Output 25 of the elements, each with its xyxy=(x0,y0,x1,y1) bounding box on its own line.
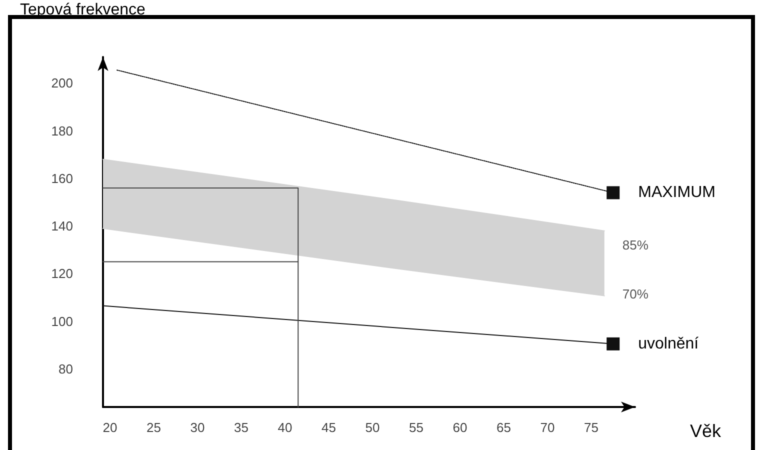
series-label: uvolnění xyxy=(638,335,700,352)
y-tick-label: 120 xyxy=(51,266,73,282)
y-tick-label: 200 xyxy=(51,76,73,91)
y-axis-title: Tepová frekvence xyxy=(20,2,146,18)
x-tick-label: 75 xyxy=(584,420,598,435)
x-tick-label: 60 xyxy=(452,420,468,435)
x-tick-label: 35 xyxy=(234,420,248,435)
series-label: 70% xyxy=(622,286,649,302)
x-tick-label: 45 xyxy=(322,420,336,435)
x-tick-label: 25 xyxy=(146,420,161,435)
x-tick-label: 30 xyxy=(190,420,205,435)
x-axis-title: Věk xyxy=(690,421,722,441)
series-label: 85% xyxy=(622,237,649,252)
y-tick-label: 100 xyxy=(51,314,73,329)
series-label: MAXIMUM xyxy=(638,184,716,202)
y-tick-label: 160 xyxy=(51,170,73,186)
x-tick-label: 40 xyxy=(278,420,292,435)
x-tick-label: 50 xyxy=(365,420,380,435)
y-tick-label: 180 xyxy=(51,123,73,138)
x-tick-label: 55 xyxy=(409,420,424,435)
x-tick-label: 65 xyxy=(496,420,511,435)
y-tick-label: 140 xyxy=(51,218,73,234)
x-tick-label: 70 xyxy=(540,420,555,435)
x-tick-label: 20 xyxy=(102,420,118,435)
y-tick-label: 80 xyxy=(58,361,73,376)
